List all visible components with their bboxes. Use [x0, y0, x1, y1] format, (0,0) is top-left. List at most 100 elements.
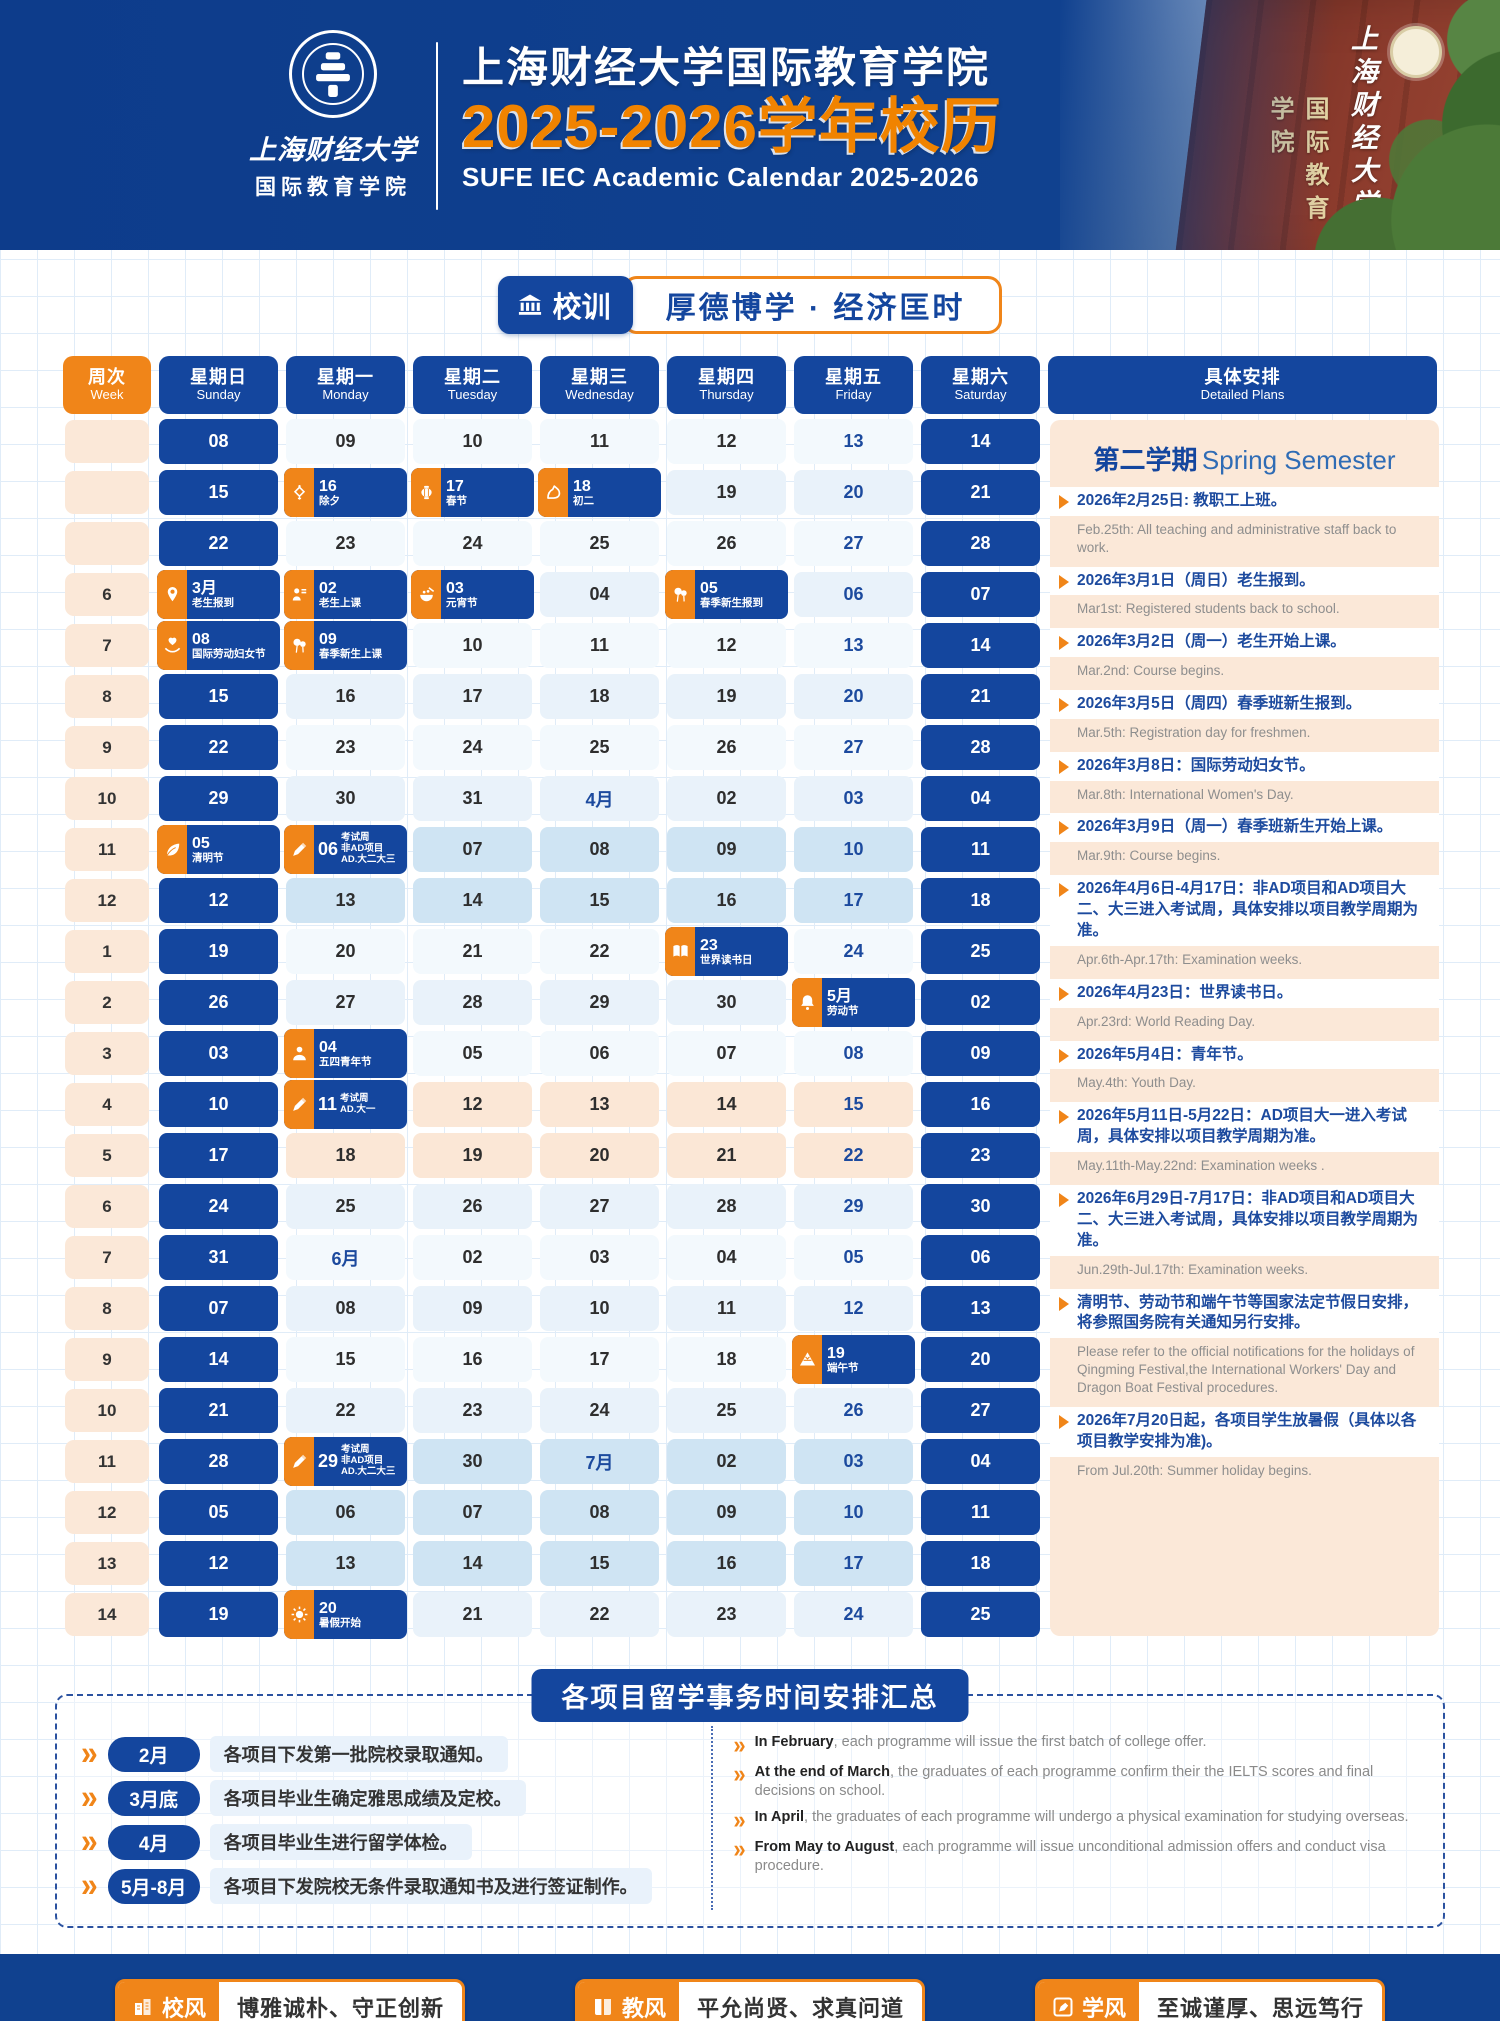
zodiac-icon — [538, 468, 568, 517]
week-number-cell: 9 — [65, 726, 149, 769]
day-cell: 12 — [667, 623, 786, 668]
day-cell: 10 — [794, 827, 913, 872]
plan-item: 2026年4月6日-4月17日：非AD项目和AD项目大二、大三进入考试周，具体安… — [1050, 875, 1439, 969]
footer-motto-text: 平允尚贤、求真问道 — [697, 1995, 905, 2021]
day-cell: 18 — [667, 1337, 786, 1382]
day-cell: 09 — [667, 827, 786, 872]
day-cell: 25 — [667, 1388, 786, 1433]
day-cell: 11 — [667, 1286, 786, 1331]
plan-text-en: Mar.8th: International Women's Day. — [1077, 786, 1294, 802]
event-name: 考试周 非AD项目 AD.大二大三 — [341, 1444, 396, 1477]
day-cell: 13 — [794, 419, 913, 464]
event-date: 17 — [446, 477, 464, 495]
plan-item: 2026年3月5日（周四）春季班新生报到。 Mar.5th: Registrati… — [1050, 690, 1439, 742]
summary-item-en-text: From May to August, each programme will … — [754, 1839, 1386, 1875]
bank-icon — [516, 291, 544, 319]
day-cell: 25 — [921, 929, 1040, 974]
day-cell: 20 — [794, 674, 913, 719]
day-cell: 17 — [794, 1541, 913, 1586]
day-cell: 14 — [667, 1082, 786, 1127]
footer-motto-label: 学风 — [1037, 1981, 1139, 2021]
footer-motto-label: 教风 — [577, 1981, 679, 2021]
summary-item-en-text: In April, the graduates of each programm… — [754, 1809, 1409, 1826]
plan-item: 2026年3月8日：国际劳动妇女节。 Mar.8th: International… — [1050, 751, 1439, 804]
location-pin-icon — [157, 570, 187, 619]
day-cell: 16 — [921, 1082, 1040, 1127]
header-label-cn: 星期日 — [190, 367, 247, 388]
day-cell: 13 — [921, 1286, 1040, 1331]
day-cell: 02 — [413, 1235, 532, 1280]
plan-item: 2026年3月9日（周一）春季班新生开始上课。 Mar.9th: Course b… — [1050, 813, 1439, 865]
week-column-header: 周次 Week — [63, 356, 151, 414]
summary-box: 各项目留学事务时间安排汇总 » 2月 各项目下发第一批院校录取通知。» 3月底 各项目毕… — [55, 1669, 1445, 1928]
week-number-cell: 9 — [65, 1338, 149, 1381]
day-cell: 15 — [540, 878, 659, 923]
summary-divider — [711, 1726, 714, 1910]
event-date: 04 — [319, 1038, 337, 1056]
month-tag: 3月底 — [107, 1780, 200, 1816]
day-cell: 22 — [540, 929, 659, 974]
day-cell: 04 — [921, 1439, 1040, 1484]
day-cell: 07 — [413, 827, 532, 872]
tangyuan-bowl-icon — [419, 587, 434, 602]
sun-icon — [284, 1590, 314, 1639]
day-cell: 12 — [667, 419, 786, 464]
summary-item: » 5月-8月 各项目下发院校无条件录取通知书及进行签证制作。 — [81, 1868, 699, 1904]
day-cell: 24 — [540, 1388, 659, 1433]
lantern-icon — [420, 485, 432, 500]
week-number-cell: 6 — [65, 573, 149, 616]
day-cell: 20 — [794, 470, 913, 515]
person-icon — [284, 1029, 314, 1078]
day-cell: 26 — [413, 1184, 532, 1229]
leaf-icon — [166, 843, 179, 856]
day-cell: 10 — [413, 419, 532, 464]
event-name: 老生报到 — [192, 596, 234, 609]
balloons-icon — [665, 570, 695, 619]
summary-title: 各项目留学事务时间安排汇总 — [531, 1669, 969, 1722]
day-cell: 4月 — [540, 776, 659, 821]
day-cell: 23 — [286, 521, 405, 566]
footer-motto-pill: 校风 博雅诚朴、守正创新 — [115, 1978, 466, 2021]
week-number-cell — [65, 471, 149, 514]
summary-item-en: » At the end of March, the graduates of e… — [733, 1761, 1419, 1801]
day-cell: 29 — [159, 776, 278, 821]
day-cell: 24 — [413, 725, 532, 770]
week-number-cell: 12 — [65, 1491, 149, 1534]
photo-blend-overlay — [1060, 0, 1500, 250]
chinese-knot-icon — [284, 468, 314, 517]
plan-item: 2026年3月1日（周日）老生报到。 Mar1st: Registered stu… — [1050, 566, 1439, 619]
chevron-icon: » — [733, 1730, 746, 1759]
event-cell: 16 除夕 — [284, 468, 407, 517]
day-cell: 23 — [667, 1592, 786, 1637]
day-cell: 08 — [540, 1490, 659, 1535]
event-cell: 29 考试周 非AD项目 AD.大二大三 — [284, 1437, 407, 1486]
day-cell: 23 — [413, 1388, 532, 1433]
week-number-cell: 12 — [65, 879, 149, 922]
day-cell: 10 — [159, 1082, 278, 1127]
event-date: 3月 — [192, 579, 217, 597]
pen-icon — [292, 1454, 306, 1468]
page-title-year: 2025-2026学年校历 — [462, 93, 1002, 160]
college-emblem-icon — [289, 30, 377, 118]
week-number-cell — [65, 522, 149, 565]
event-cell: 11 考试周 AD.大一 — [284, 1080, 407, 1129]
header-label-en: Wednesday — [565, 386, 634, 402]
plan-title-cn: 2026年4月23日：世界读书日。 — [1050, 978, 1439, 1008]
day-cell: 16 — [286, 674, 405, 719]
day-cell: 06 — [921, 1235, 1040, 1280]
day-column-header-saturday: 星期六 Saturday — [921, 356, 1040, 414]
header-label-cn: 星期六 — [952, 367, 1009, 388]
day-cell: 30 — [921, 1184, 1040, 1229]
plan-item: 2026年6月29日-7月17日：非AD项目和AD项目大二、大三进入考试周，具体… — [1050, 1184, 1439, 1279]
summary-item-en: » In April, the graduates of each program… — [733, 1807, 1419, 1832]
day-cell: 07 — [921, 572, 1040, 617]
plan-item: 2026年4月23日：世界读书日。 Apr.23rd: World Reading… — [1050, 978, 1439, 1031]
summary-item: » 4月 各项目毕业生进行留学体检。 — [81, 1824, 699, 1860]
header-label-en: Sunday — [196, 386, 241, 402]
plan-item: 2026年7月20日起，各项目学生放暑假（具体以各项目教学安排为准)。 From … — [1050, 1406, 1439, 1480]
day-cell: 25 — [921, 1592, 1040, 1637]
day-cell: 22 — [794, 1133, 913, 1178]
event-cell: 03 元宵节 — [411, 570, 534, 619]
day-cell: 11 — [921, 1490, 1040, 1535]
